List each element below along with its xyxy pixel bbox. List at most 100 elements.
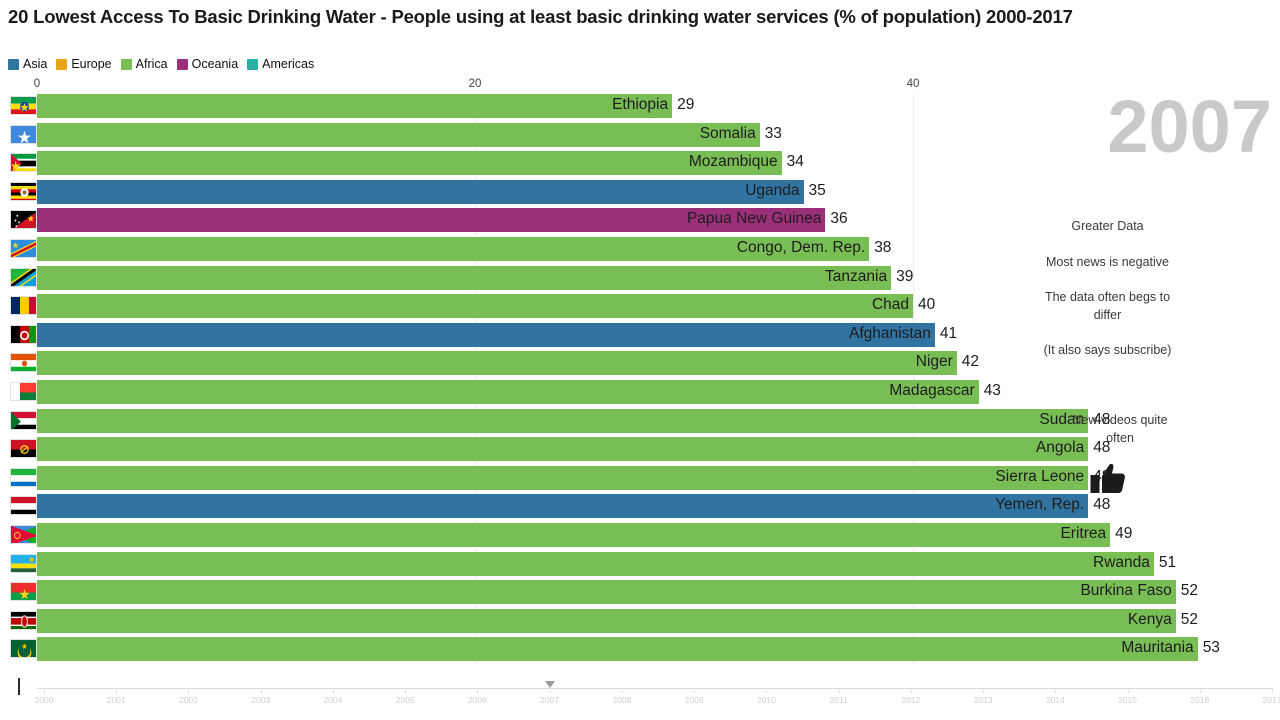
timeline-year-label[interactable]: 2010 — [756, 695, 776, 705]
timeline-year-label[interactable]: 2006 — [467, 695, 487, 705]
timeline-year-label[interactable]: 2001 — [106, 695, 126, 705]
timeline-tick — [405, 688, 407, 693]
bar-row[interactable]: Eritrea 49 — [0, 523, 1280, 547]
bar-label: Angola — [1035, 439, 1085, 457]
legend-swatch-icon — [120, 58, 132, 70]
bar-label: Ethiopia — [612, 96, 669, 113]
year-watermark: 2007 — [1107, 85, 1272, 168]
bar[interactable] — [37, 523, 1111, 547]
bar[interactable] — [37, 608, 1176, 633]
flag-icon-mauritania — [10, 639, 37, 659]
bar-value: 41 — [939, 324, 958, 342]
side-note: (It also says subscribe) — [1043, 343, 1172, 357]
bar-row[interactable]: Afghanistan 41 — [0, 322, 1280, 347]
legend-item-oceania[interactable]: Oceania — [176, 57, 238, 71]
bar-row[interactable]: Mozambique 34 — [0, 151, 1280, 176]
bar[interactable] — [37, 265, 892, 290]
bar[interactable] — [37, 179, 804, 204]
bar-row[interactable]: Kenya 52 — [0, 608, 1280, 633]
bar[interactable] — [37, 437, 1089, 462]
bar[interactable] — [37, 637, 1198, 662]
bar-label: Chad — [871, 296, 909, 314]
legend-swatch-icon — [247, 58, 259, 70]
flag-icon-papua-new-guinea — [10, 210, 37, 230]
timeline-year-label[interactable]: 2003 — [251, 695, 271, 705]
bar-row[interactable]: Rwanda 51 — [0, 551, 1280, 576]
legend-item-africa[interactable]: Africa — [120, 57, 168, 71]
timeline-year-label[interactable]: 2013 — [973, 695, 993, 705]
timeline-year-label[interactable]: 2012 — [901, 695, 921, 705]
bar-row[interactable]: Ethiopia 29 — [0, 94, 1280, 118]
timeline-year-label[interactable]: 2004 — [323, 695, 343, 705]
bar-label: Mauritania — [1121, 639, 1194, 657]
bar[interactable] — [37, 580, 1176, 605]
bar-value: 33 — [764, 124, 782, 142]
timeline-year-label[interactable]: 2009 — [684, 695, 704, 705]
flag-icon-sierra-leone — [10, 467, 37, 487]
legend-item-asia[interactable]: Asia — [8, 57, 47, 71]
timeline-year-label[interactable]: 2007 — [540, 695, 560, 705]
bar[interactable] — [37, 380, 979, 404]
bar[interactable] — [37, 208, 826, 233]
timeline-year-label[interactable]: 2011 — [829, 695, 848, 705]
bar[interactable] — [37, 94, 673, 118]
legend-item-europe[interactable]: Europe — [56, 57, 112, 71]
bar-label: Yemen, Rep. — [995, 496, 1085, 514]
bar-row[interactable]: Yemen, Rep. 48 — [0, 494, 1280, 519]
bar[interactable] — [37, 122, 760, 147]
timeline-year-label[interactable]: 2000 — [34, 695, 54, 705]
bar[interactable] — [37, 294, 913, 319]
legend-label: Europe — [71, 57, 112, 71]
timeline-year-label[interactable]: 2015 — [1118, 695, 1137, 705]
bar[interactable] — [37, 151, 782, 176]
bar-row[interactable]: Burkina Faso 52 — [0, 580, 1280, 605]
side-notes: Greater Data Most news is negative The dat… — [1035, 218, 1180, 378]
bar-row[interactable]: Madagascar 43 — [0, 380, 1280, 404]
timeline-year-label[interactable]: 2016 — [1190, 695, 1210, 705]
bar-value: 39 — [896, 267, 914, 285]
bar[interactable] — [37, 408, 1089, 433]
bar[interactable] — [37, 494, 1089, 519]
x-axis-tick-label: 0 — [33, 78, 41, 90]
bar-row[interactable]: Somalia 33 — [0, 122, 1280, 147]
timeline-year-label[interactable]: 2005 — [395, 695, 415, 705]
timeline-tick — [260, 688, 262, 693]
bar-row[interactable]: Congo, Dem. Rep. 38 — [0, 237, 1280, 261]
bar-value: 43 — [983, 382, 1001, 399]
legend-item-americas[interactable]: Americas — [247, 57, 314, 71]
bar-row[interactable]: Papua New Guinea 36 — [0, 208, 1280, 233]
flag-icon-chad — [10, 296, 37, 316]
bar-value: 53 — [1202, 639, 1220, 657]
text-caret — [18, 678, 20, 695]
bar-label: Niger — [915, 353, 953, 371]
bar[interactable] — [37, 237, 870, 261]
timeline-year-label[interactable]: 2002 — [179, 695, 198, 705]
bar-row[interactable]: Sudan 48 — [0, 408, 1280, 433]
legend: Asia Europe Africa Oceania Americas — [8, 57, 323, 71]
bar[interactable] — [37, 322, 935, 347]
bar-row[interactable]: Chad 40 — [0, 294, 1280, 319]
bar-row[interactable]: Tanzania 39 — [0, 265, 1280, 290]
bar-row[interactable]: Sierra Leone 48 — [0, 465, 1280, 490]
bar[interactable] — [37, 551, 1154, 576]
timeline-position-marker[interactable] — [544, 681, 555, 688]
timeline-slider[interactable]: 2000 2001 2002 2003 2004 2005 2006 2007 2008 2009… — [0, 674, 1280, 720]
legend-label: Africa — [135, 57, 168, 71]
timeline-year-label[interactable]: 2008 — [612, 695, 632, 705]
legend-label: Asia — [23, 57, 48, 71]
bar-row[interactable]: Niger 42 — [0, 351, 1280, 376]
bar[interactable] — [37, 351, 957, 376]
gridline — [913, 94, 914, 664]
bar-row[interactable]: Mauritania 53 — [0, 637, 1280, 662]
bar-row[interactable]: Angola 48 — [0, 437, 1280, 462]
bar-label: Uganda — [745, 181, 800, 199]
bar-row[interactable]: Uganda 35 — [0, 179, 1280, 204]
x-axis-tick-label: 40 — [906, 78, 920, 90]
timeline-year-label[interactable]: 2014 — [1045, 695, 1065, 705]
bar-value: 36 — [830, 210, 848, 228]
flag-icon-afghanistan — [10, 324, 37, 344]
bar[interactable] — [37, 465, 1089, 490]
timeline-year-label[interactable]: 2017 — [1262, 695, 1280, 705]
flag-icon-eritrea — [10, 525, 37, 544]
